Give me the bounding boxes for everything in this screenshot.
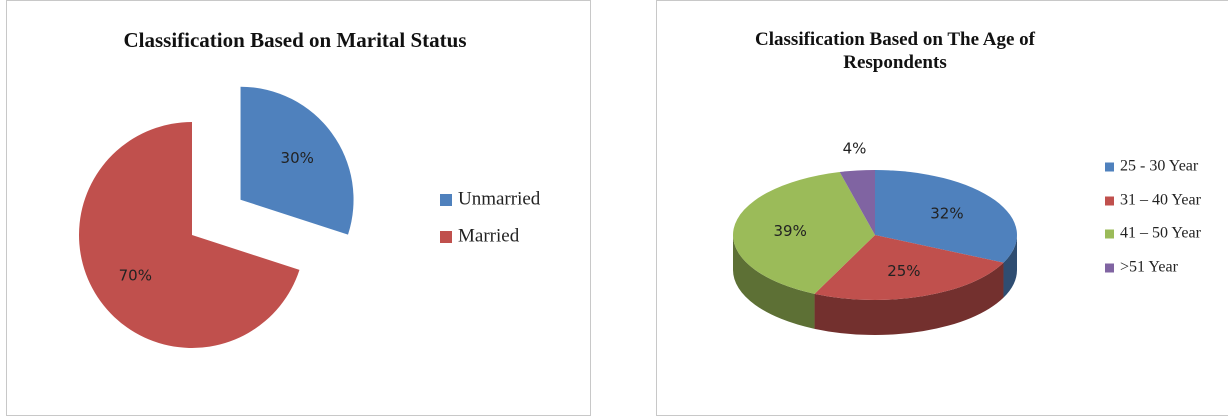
slice-side — [1003, 235, 1017, 298]
data-label: 39% — [774, 222, 807, 240]
data-label: 32% — [930, 205, 963, 223]
legend-swatch — [440, 194, 452, 206]
pie-slice — [240, 86, 354, 235]
data-label: 70% — [119, 267, 152, 285]
chart-title: Classification Based on Marital Status — [123, 28, 467, 52]
data-label: 30% — [281, 149, 314, 167]
legend-swatch — [1105, 162, 1114, 172]
pie-slice — [875, 170, 1017, 298]
legend-swatch — [1105, 229, 1114, 239]
legend-label: 25 - 30 Year — [1120, 158, 1199, 175]
pie-slice — [79, 122, 300, 348]
pie-slice — [839, 170, 875, 235]
slice-top — [839, 170, 875, 235]
slice-top — [733, 172, 875, 294]
pie-slice — [814, 235, 1004, 335]
slice-top — [814, 235, 1004, 300]
data-label: 4% — [843, 139, 867, 157]
legend-swatch — [440, 231, 452, 243]
legend-swatch — [1105, 263, 1114, 273]
legend-label: 31 – 40 Year — [1120, 192, 1202, 209]
legend-label: 41 – 50 Year — [1120, 225, 1202, 242]
legend-label: Unmarried — [458, 188, 541, 209]
slice-side — [733, 235, 815, 329]
legend-label: Married — [458, 225, 520, 246]
slice-side — [814, 262, 1004, 335]
legend-swatch — [1105, 196, 1114, 206]
chart-title: Classification Based on The Age of Respo… — [755, 29, 1035, 73]
data-label: 25% — [887, 262, 920, 280]
slice-top — [875, 170, 1017, 263]
legend-label: >51 Year — [1120, 259, 1179, 276]
pie-slice — [733, 172, 875, 329]
